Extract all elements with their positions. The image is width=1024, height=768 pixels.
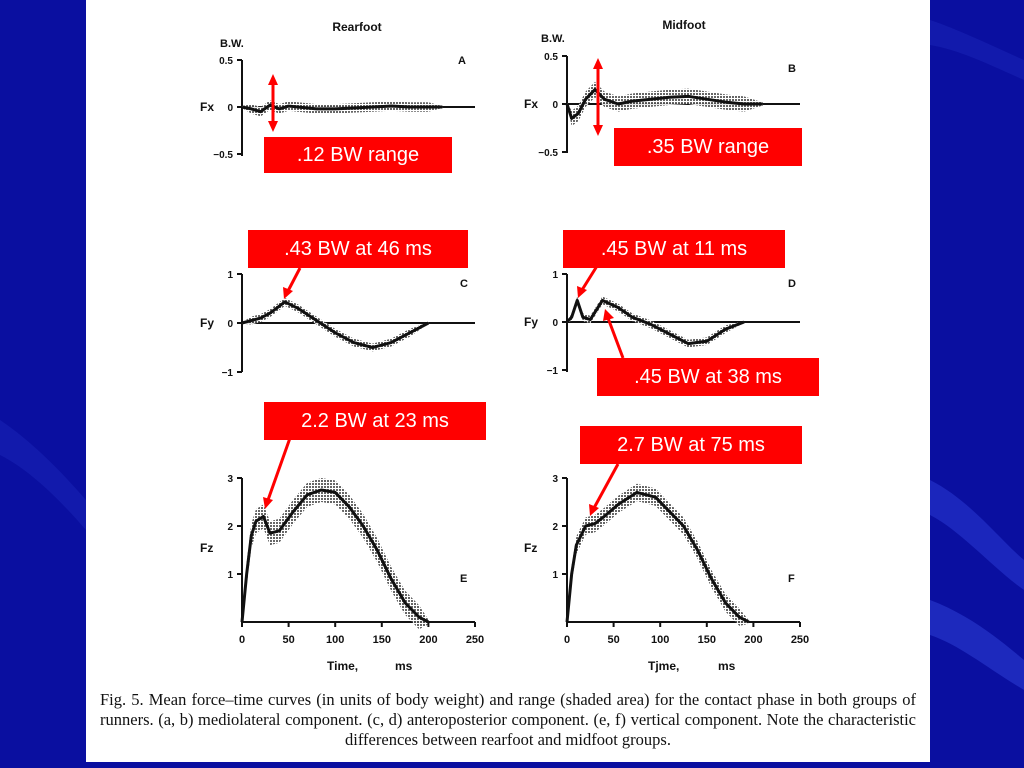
arrowhead-a-top bbox=[268, 74, 278, 85]
column-title-rearfoot: Rearfoot bbox=[332, 20, 381, 34]
mean-line-c bbox=[241, 300, 430, 349]
mean-line-e bbox=[240, 488, 430, 624]
y-axis-label-a: Fx bbox=[200, 100, 214, 114]
x-tick-label-e-4: 200 bbox=[419, 634, 437, 646]
arrow-d1 bbox=[580, 265, 599, 291]
y-tick-label-d-2: −1 bbox=[547, 366, 559, 377]
arrow-d2 bbox=[606, 317, 625, 359]
range-band-f bbox=[567, 483, 749, 626]
x-tick-label-f-0: 0 bbox=[564, 634, 570, 646]
y-tick-label-a-1: 0 bbox=[227, 103, 233, 114]
callout-f: 2.7 BW at 75 ms bbox=[580, 426, 802, 464]
y-axis-label-f: Fz bbox=[524, 541, 537, 555]
x-tick-label-f-1: 50 bbox=[607, 634, 619, 646]
x-label-time-right: Tjme, bbox=[648, 659, 679, 673]
bw-label-left: B.W. bbox=[220, 38, 244, 50]
y-tick-label-a-0: 0.5 bbox=[219, 56, 233, 67]
panel-letter-f: F bbox=[788, 573, 795, 585]
arrow-e bbox=[266, 437, 292, 501]
panel-letter-d: D bbox=[788, 278, 796, 290]
callout-d2: .45 BW at 38 ms bbox=[597, 358, 819, 396]
y-tick-label-c-0: 1 bbox=[227, 270, 233, 281]
charts-layer: 0.5 0 −0.5 Fx A 0.5 0 −0.5 Fx B 1 0 −1 Fy C 1 0 −1 Fy D 3 2 1 F… bbox=[200, 52, 809, 646]
panel-letter-a: A bbox=[458, 55, 466, 67]
y-tick-label-f-0: 3 bbox=[552, 474, 558, 485]
annotation-arrows bbox=[263, 58, 625, 516]
callout-b: .35 BW range bbox=[614, 128, 802, 166]
y-tick-label-b-0: 0.5 bbox=[544, 52, 558, 63]
x-tick-label-f-2: 100 bbox=[651, 634, 669, 646]
x-label-time-left: Time, bbox=[327, 659, 358, 673]
mean-line-f bbox=[565, 490, 750, 624]
panel-letter-c: C bbox=[460, 278, 468, 290]
arrowhead-c bbox=[283, 287, 293, 299]
y-axis-label-d: Fy bbox=[524, 315, 538, 329]
x-tick-label-f-5: 250 bbox=[791, 634, 809, 646]
x-tick-label-e-1: 50 bbox=[282, 634, 294, 646]
callout-d1: .45 BW at 11 ms bbox=[563, 230, 785, 268]
callout-a: .12 BW range bbox=[264, 137, 452, 173]
x-tick-label-f-3: 150 bbox=[698, 634, 716, 646]
arrowhead-a-bottom bbox=[268, 121, 278, 132]
range-band-b bbox=[567, 81, 763, 127]
arrowhead-d2 bbox=[603, 309, 614, 321]
y-axis-label-e: Fz bbox=[200, 541, 213, 555]
y-tick-label-b-2: −0.5 bbox=[538, 148, 558, 159]
panel-letter-e: E bbox=[460, 573, 467, 585]
y-tick-label-f-1: 2 bbox=[552, 522, 558, 533]
y-tick-label-e-0: 3 bbox=[227, 474, 233, 485]
x-tick-label-e-3: 150 bbox=[373, 634, 391, 646]
x-tick-label-e-5: 250 bbox=[466, 634, 484, 646]
arrowhead-f bbox=[589, 504, 599, 516]
mean-line-b bbox=[565, 88, 763, 120]
panel-letter-b: B bbox=[788, 63, 796, 75]
arrowhead-b-bottom bbox=[593, 125, 603, 136]
y-tick-label-e-2: 1 bbox=[227, 570, 233, 581]
x-tick-label-f-4: 200 bbox=[744, 634, 762, 646]
mean-line-d bbox=[565, 298, 745, 346]
arrow-f bbox=[592, 463, 620, 509]
x-unit-right: ms bbox=[718, 659, 736, 673]
callout-c: .43 BW at 46 ms bbox=[248, 230, 468, 268]
y-tick-label-a-2: −0.5 bbox=[213, 150, 233, 161]
bw-label-right: B.W. bbox=[541, 33, 565, 45]
y-axis-label-c: Fy bbox=[200, 316, 214, 330]
y-tick-label-d-0: 1 bbox=[552, 270, 558, 281]
y-tick-label-b-1: 0 bbox=[552, 100, 558, 111]
y-tick-label-c-1: 0 bbox=[227, 319, 233, 330]
y-tick-label-d-1: 0 bbox=[552, 318, 558, 329]
arrowhead-e bbox=[263, 497, 273, 509]
column-title-midfoot: Midfoot bbox=[662, 18, 705, 32]
figure-caption: Fig. 5. Mean force–time curves (in units… bbox=[100, 690, 916, 749]
range-band-c bbox=[242, 298, 429, 352]
arrowhead-b-top bbox=[593, 58, 603, 69]
y-tick-label-f-2: 1 bbox=[552, 570, 558, 581]
arrowhead-d1 bbox=[577, 286, 587, 298]
y-tick-label-c-2: −1 bbox=[222, 368, 234, 379]
x-tick-label-e-0: 0 bbox=[239, 634, 245, 646]
x-unit-left: ms bbox=[395, 659, 413, 673]
mean-line-a bbox=[241, 103, 443, 114]
x-tick-label-e-2: 100 bbox=[326, 634, 344, 646]
y-axis-label-b: Fx bbox=[524, 97, 538, 111]
y-tick-label-e-1: 2 bbox=[227, 522, 233, 533]
arrow-c bbox=[286, 267, 302, 292]
callout-e: 2.2 BW at 23 ms bbox=[264, 402, 486, 440]
